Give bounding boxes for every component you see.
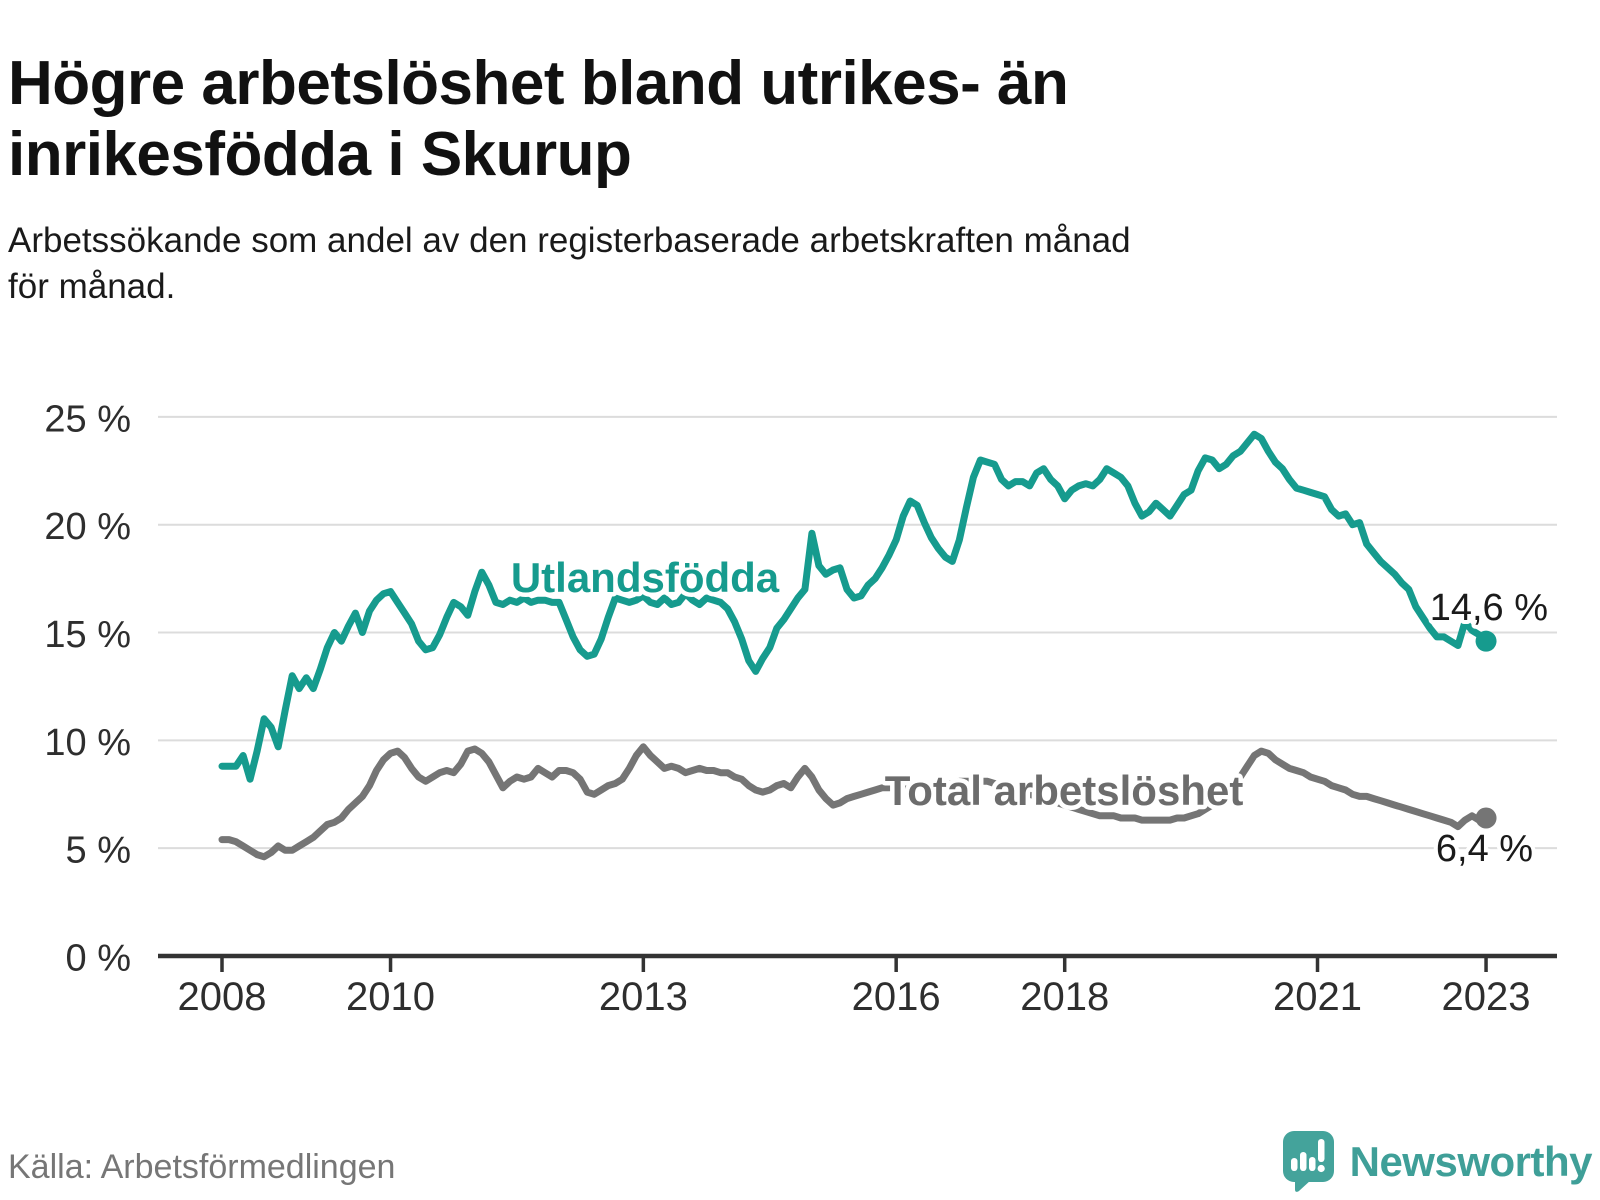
y-axis-tick-label: 5 %: [66, 830, 131, 872]
source-note: Källa: Arbetsförmedlingen: [8, 1148, 396, 1186]
series-end-dot: [1475, 807, 1497, 829]
series-label: Utlandsfödda: [511, 554, 780, 601]
newsworthy-speech-bubble-bar-chart-icon: [1282, 1131, 1334, 1192]
y-axis-tick-label: 20 %: [44, 506, 131, 548]
chart-line-total: [218, 743, 1490, 861]
page-title: Högre arbetslöshet bland utrikes- än inr…: [8, 48, 1069, 190]
x-axis-tick-label: 2016: [852, 975, 941, 1019]
newsworthy-wordmark: Newsworthy: [1349, 1138, 1593, 1185]
chart-line-utlandsfodda: [218, 430, 1490, 783]
x-axis-tick-label: 2018: [1020, 975, 1109, 1019]
y-axis-tick-label: 15 %: [44, 614, 131, 656]
x-axis-tick-label: 2021: [1273, 975, 1362, 1019]
end-value-label: 6,4 %: [1436, 828, 1533, 870]
x-axis-tick-label: 2013: [599, 975, 688, 1019]
y-axis-tick-label: 25 %: [44, 398, 131, 440]
newsworthy-logo: Newsworthy: [1282, 1130, 1593, 1194]
chart-subtitle: Arbetssökande som andel av den registerb…: [8, 221, 1131, 306]
end-value-label: 14,6 %: [1430, 587, 1548, 629]
series-label: Total arbetslöshet: [885, 767, 1244, 814]
series-end-dot: [1475, 630, 1497, 652]
x-axis-tick-label: 2010: [346, 975, 435, 1019]
x-axis-tick-label: 2023: [1442, 975, 1531, 1019]
y-axis-tick-label: 0 %: [66, 938, 131, 980]
x-axis-tick-label: 2008: [178, 975, 267, 1019]
y-axis-tick-label: 10 %: [44, 722, 131, 764]
